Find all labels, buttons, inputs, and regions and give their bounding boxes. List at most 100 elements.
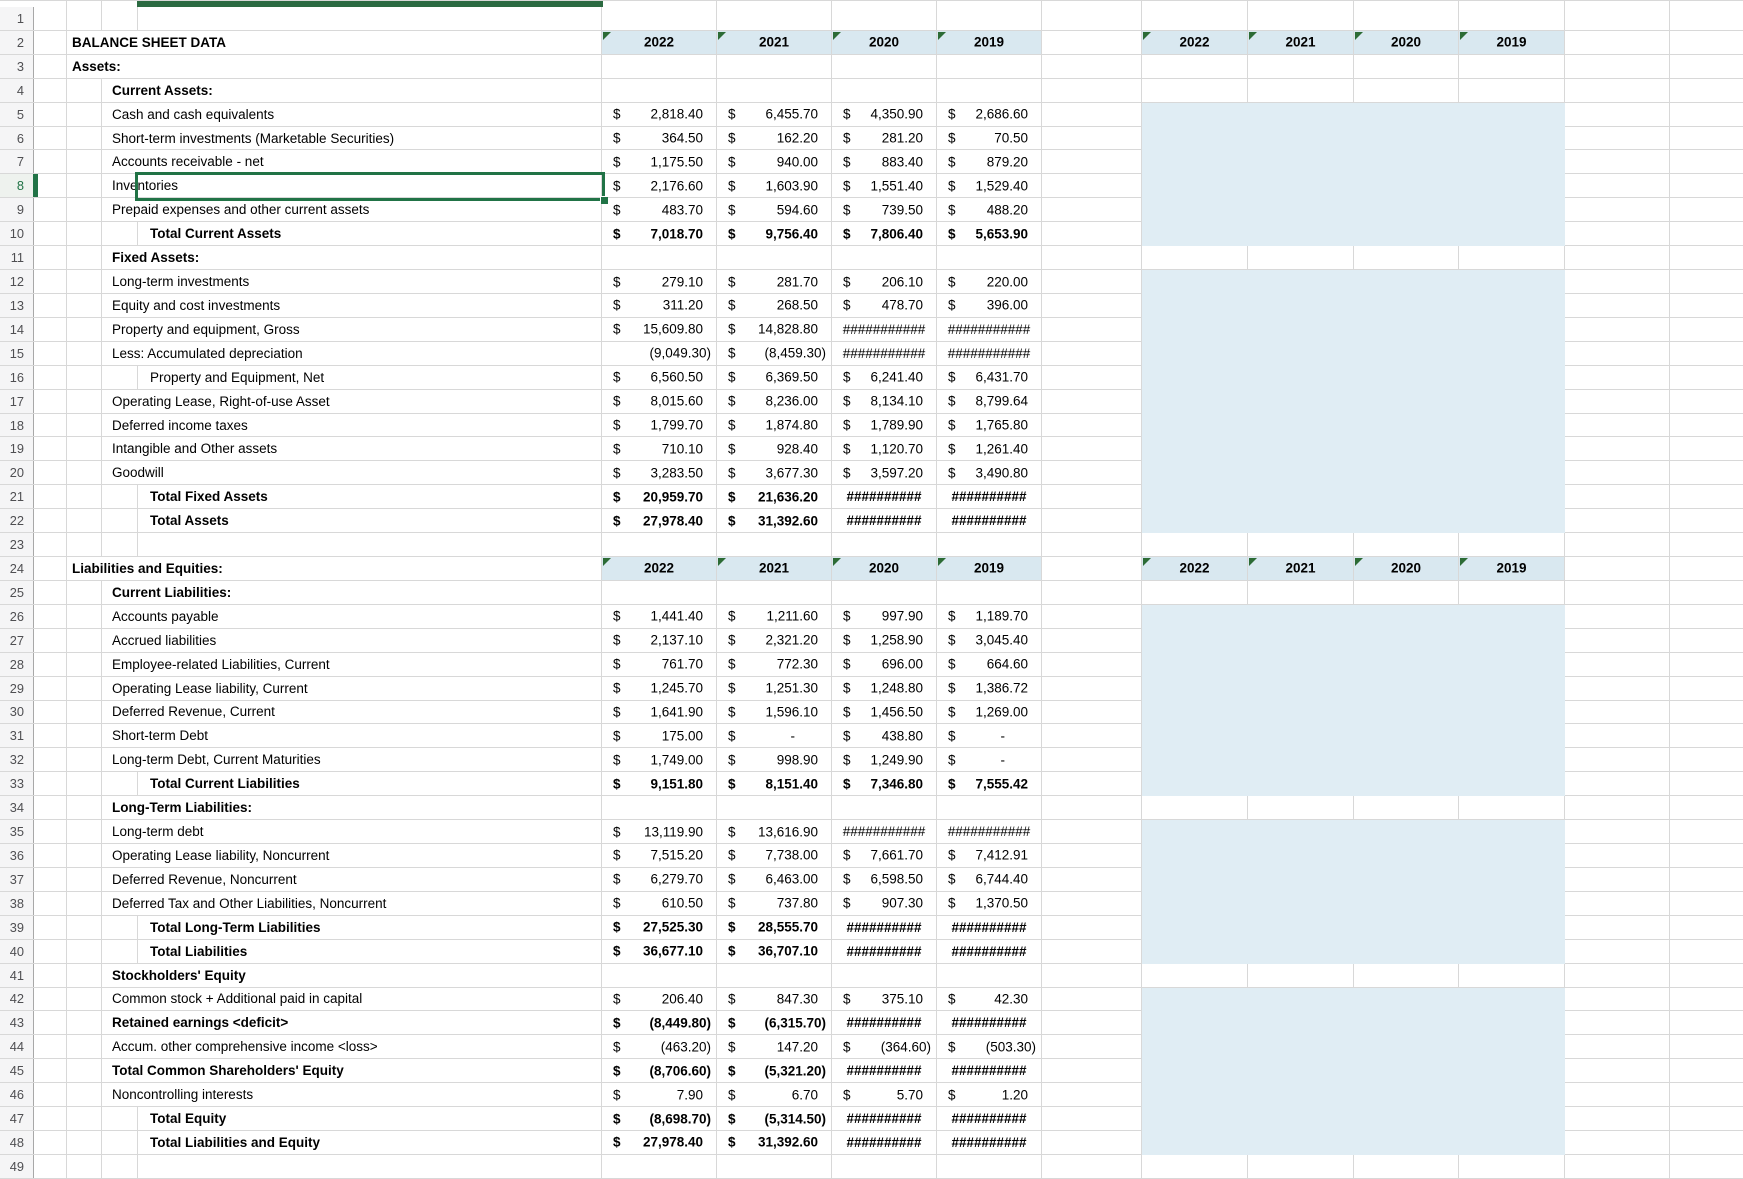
cell-D40[interactable]	[138, 939, 602, 963]
cell-H10[interactable]: $5,653.90	[937, 222, 1042, 246]
cell-A46[interactable]	[34, 1083, 67, 1107]
cell-F9[interactable]: $594.60	[717, 198, 832, 222]
cell-B34[interactable]	[67, 796, 102, 820]
cell-B27[interactable]	[67, 628, 102, 652]
cell-I19[interactable]	[1042, 437, 1142, 461]
cell-B11[interactable]	[67, 246, 102, 270]
cell-E1[interactable]	[602, 7, 717, 30]
cell-N41[interactable]	[1565, 963, 1670, 987]
cell-A41[interactable]	[34, 963, 67, 987]
cell-N33[interactable]	[1565, 772, 1670, 796]
cell-I39[interactable]	[1042, 915, 1142, 939]
cell-O4[interactable]	[1670, 79, 1743, 102]
cell-B7[interactable]	[67, 150, 102, 174]
cell-H35[interactable]: ###########	[937, 820, 1042, 844]
cell-O46[interactable]	[1670, 1083, 1743, 1106]
cell-F42[interactable]: $847.30	[717, 987, 832, 1011]
cell-J49[interactable]	[1142, 1154, 1248, 1178]
cell-H43[interactable]: ##########	[937, 1011, 1042, 1035]
cell-G11[interactable]	[832, 246, 937, 270]
cell-I28[interactable]	[1042, 652, 1142, 676]
cell-I25[interactable]	[1042, 580, 1142, 604]
cell-A15[interactable]	[34, 341, 67, 365]
year-header-cell[interactable]: 2019	[1459, 30, 1565, 54]
cell-I14[interactable]	[1042, 317, 1142, 341]
cell-J11[interactable]	[1142, 246, 1248, 270]
cell-B8[interactable]	[67, 174, 102, 198]
cell-G18[interactable]: $1,789.90	[832, 413, 937, 437]
cell-H8[interactable]: $1,529.40	[937, 174, 1042, 198]
cell-E19[interactable]: $710.10	[602, 437, 717, 461]
cell-H30[interactable]: $1,269.00	[937, 700, 1042, 724]
cell-O18[interactable]	[1670, 414, 1743, 437]
cell-H11[interactable]	[937, 246, 1042, 270]
cell-O7[interactable]	[1670, 150, 1743, 173]
row-header-36[interactable]: 36	[0, 844, 34, 867]
row-header-24[interactable]: 24	[0, 557, 34, 580]
row-header-2[interactable]: 2	[0, 30, 34, 54]
cell-H12[interactable]: $220.00	[937, 270, 1042, 293]
cell-I31[interactable]	[1042, 724, 1142, 748]
cell-K34[interactable]	[1248, 796, 1354, 820]
cell-N1[interactable]	[1565, 7, 1670, 30]
cell-E11[interactable]	[602, 246, 717, 270]
cell-A29[interactable]	[34, 676, 67, 700]
cell-E36[interactable]: $7,515.20	[602, 844, 717, 867]
cell-D39[interactable]	[138, 915, 602, 939]
cell-F23[interactable]	[717, 533, 832, 557]
cell-O41[interactable]	[1670, 964, 1743, 987]
cell-F18[interactable]: $1,874.80	[717, 413, 832, 437]
row-header-3[interactable]: 3	[0, 54, 34, 78]
cell-H6[interactable]: $70.50	[937, 126, 1042, 150]
cell-B30[interactable]	[67, 700, 102, 724]
cell-G6[interactable]: $281.20	[832, 126, 937, 150]
cell-B2[interactable]	[67, 30, 602, 54]
cell-C18[interactable]	[102, 413, 602, 437]
cell-G35[interactable]: ###########	[832, 820, 937, 844]
cell-E3[interactable]	[602, 54, 717, 78]
cell-N6[interactable]	[1565, 126, 1670, 150]
cell-F39[interactable]: $28,555.70	[717, 915, 832, 939]
cell-O43[interactable]	[1670, 1011, 1743, 1034]
cell-H49[interactable]	[937, 1154, 1042, 1178]
cell-H4[interactable]	[937, 78, 1042, 102]
cell-D10[interactable]	[138, 222, 602, 246]
cell-A10[interactable]	[34, 222, 67, 246]
cell-F17[interactable]: $8,236.00	[717, 389, 832, 413]
cell-L11[interactable]	[1354, 246, 1459, 270]
cell-N28[interactable]	[1565, 652, 1670, 676]
cell-I3[interactable]	[1042, 54, 1142, 78]
cell-C31[interactable]	[102, 724, 602, 748]
cell-E7[interactable]: $1,175.50	[602, 150, 717, 174]
cell-B32[interactable]	[67, 748, 102, 772]
cell-E9[interactable]: $483.70	[602, 198, 717, 222]
cell-G26[interactable]: $997.90	[832, 604, 937, 628]
cell-G7[interactable]: $883.40	[832, 150, 937, 174]
row-header-1[interactable]: 1	[0, 7, 34, 30]
cell-I24[interactable]	[1042, 557, 1142, 580]
row-header-19[interactable]: 19	[0, 437, 34, 461]
row-header-7[interactable]: 7	[0, 150, 34, 174]
cell-G30[interactable]: $1,456.50	[832, 700, 937, 724]
cell-O24[interactable]	[1670, 557, 1743, 580]
cell-B22[interactable]	[67, 509, 102, 533]
cell-C23[interactable]	[102, 533, 138, 557]
cell-D1[interactable]	[138, 7, 602, 30]
cell-A16[interactable]	[34, 365, 67, 389]
row-header-20[interactable]: 20	[0, 461, 34, 485]
cell-N36[interactable]	[1565, 844, 1670, 867]
cell-H48[interactable]: ##########	[937, 1131, 1042, 1154]
cell-N12[interactable]	[1565, 270, 1670, 293]
row-header-41[interactable]: 41	[0, 963, 34, 987]
cell-C42[interactable]	[102, 987, 602, 1011]
cell-G14[interactable]: ###########	[832, 317, 937, 341]
cell-C46[interactable]	[102, 1083, 602, 1107]
year-header-cell[interactable]: 2022	[602, 30, 717, 54]
cell-D47[interactable]	[138, 1107, 602, 1130]
cell-A7[interactable]	[34, 150, 67, 174]
cell-K49[interactable]	[1248, 1154, 1354, 1178]
year-header-cell[interactable]: 2019	[937, 557, 1042, 580]
cell-B39[interactable]	[67, 915, 102, 939]
cell-A39[interactable]	[34, 915, 67, 939]
cell-H31[interactable]: $ -	[937, 724, 1042, 748]
